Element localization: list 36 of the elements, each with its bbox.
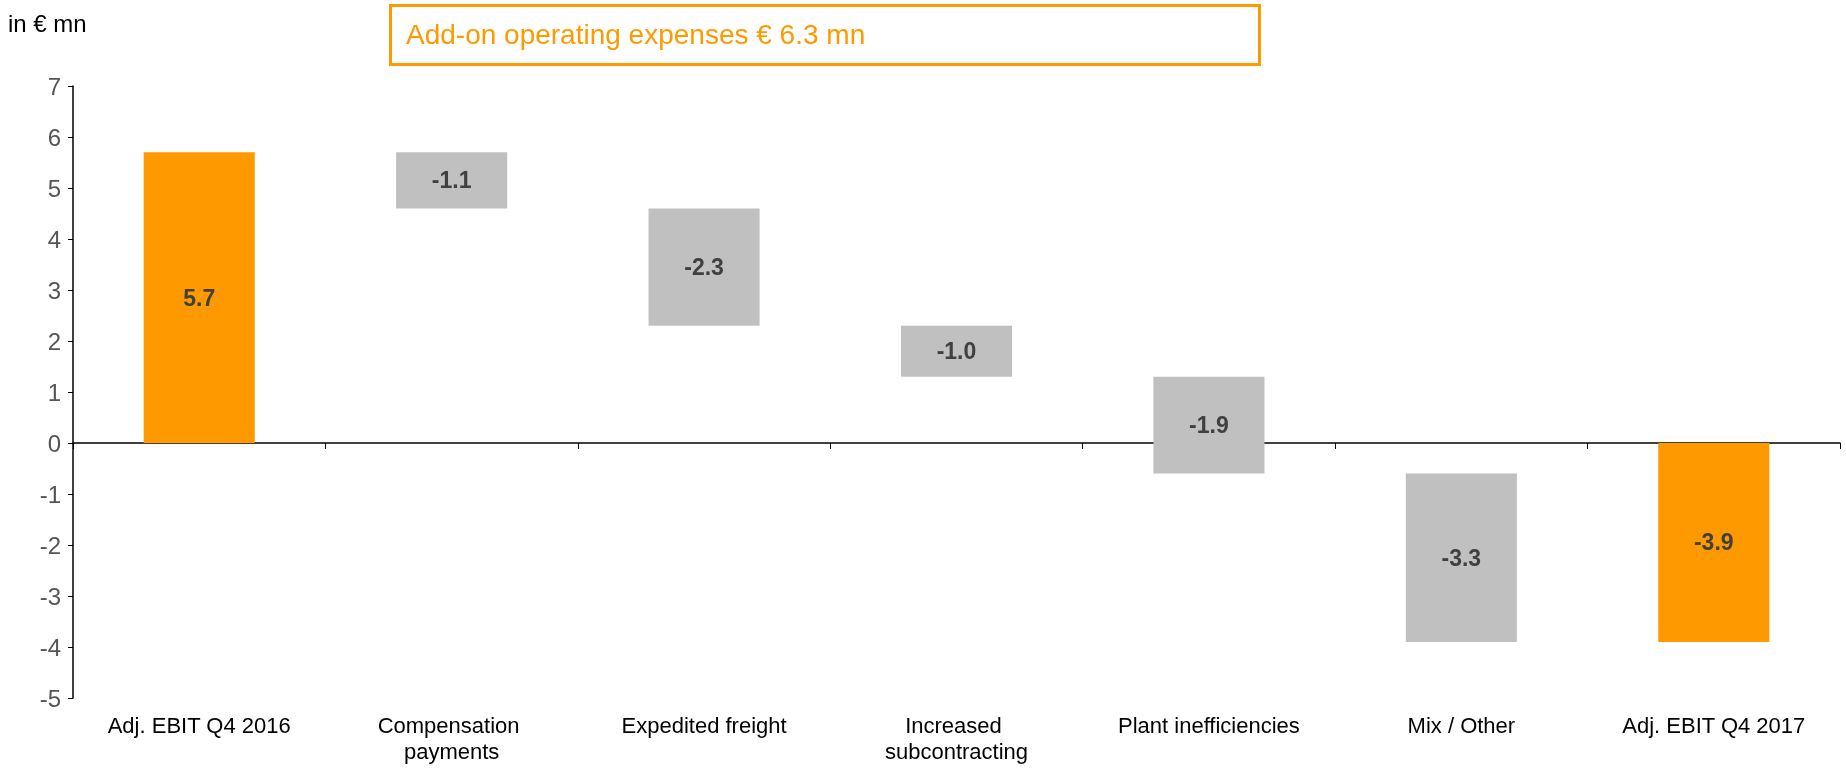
- x-tick-label: Increased subcontracting: [884, 712, 1029, 764]
- y-tick-label: 2: [47, 327, 61, 355]
- bar: [143, 152, 255, 443]
- x-tick-label: Adj. EBIT Q4 2017: [1622, 712, 1806, 738]
- x-tick-label: Plant inefficiencies: [1118, 712, 1300, 738]
- y-tick-label: 6: [47, 123, 61, 151]
- bar: [396, 152, 508, 209]
- data-label: 5.7: [183, 284, 216, 311]
- x-tick-label: Adj. EBIT Q4 2016: [107, 712, 291, 738]
- data-label: -1.0: [936, 338, 977, 365]
- bar: [648, 208, 760, 326]
- y-tick-label: -3: [39, 582, 61, 610]
- bar: [900, 325, 1013, 377]
- y-tick-label: 0: [47, 429, 61, 457]
- y-tick-label: 4: [47, 225, 61, 253]
- data-label: -1.9: [1189, 412, 1229, 439]
- y-axis-title: in € mn: [8, 10, 87, 38]
- data-label: -3.3: [1441, 544, 1482, 571]
- y-tick-label: 7: [47, 72, 61, 100]
- y-tick-label: 3: [47, 276, 61, 304]
- y-tick-label: -5: [39, 684, 61, 712]
- x-tick-label: Compensation payments: [377, 712, 526, 764]
- y-tick-label: -4: [39, 633, 61, 661]
- text: Add-on operating expenses € 6.3 mn: [389, 4, 1261, 66]
- y-tick-label: 1: [47, 378, 61, 406]
- bar: [1153, 376, 1265, 474]
- data-label: -3.9: [1693, 529, 1734, 556]
- data-label: -2.3: [684, 254, 724, 281]
- x-tick-label: Expedited freight: [621, 712, 787, 738]
- bar: [1658, 443, 1770, 642]
- y-tick-label: -2: [39, 531, 61, 559]
- y-tick-label: -1: [39, 480, 61, 508]
- bar: [1405, 473, 1517, 642]
- x-tick-label: Mix / Other: [1407, 712, 1516, 738]
- y-tick-label: 5: [47, 174, 61, 202]
- data-label: -1.1: [431, 167, 472, 194]
